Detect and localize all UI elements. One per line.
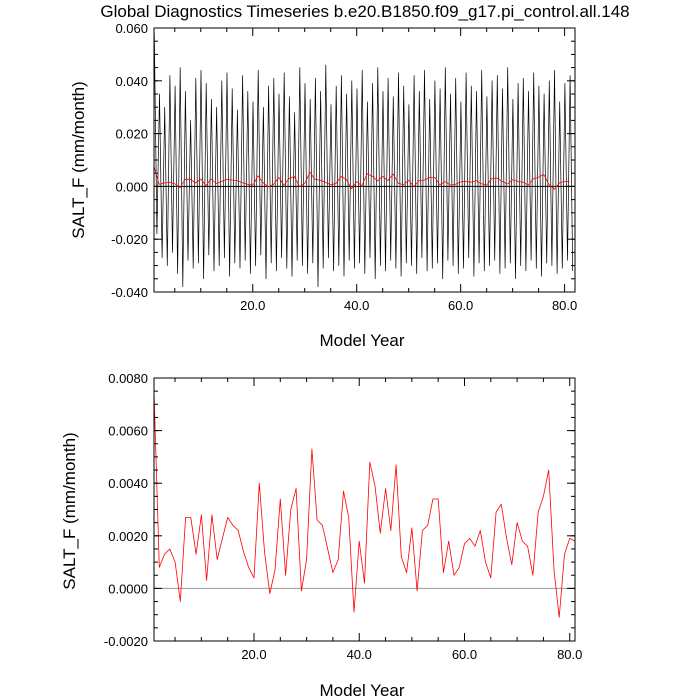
top-x-tick-label: 40.0 bbox=[344, 298, 369, 313]
bottom-y-tick-label: 0.0040 bbox=[108, 476, 148, 491]
bottom-panel: Model Year SALT_F (mm/month) 20.0 40.0 60.… bbox=[60, 371, 582, 700]
bottom-plot-frame bbox=[153, 377, 576, 642]
bottom-annual-series-line bbox=[153, 391, 576, 618]
top-y-tick-label: -0.020 bbox=[111, 232, 148, 247]
top-monthly-series-line bbox=[153, 33, 574, 288]
top-panel: Model Year SALT_F (mm/month) 20.0 40.0 60.… bbox=[69, 21, 577, 350]
bottom-y-tick-label: 0.0000 bbox=[108, 581, 148, 596]
top-y-axis-label: SALT_F (mm/month) bbox=[69, 81, 88, 238]
bottom-x-tick-label: 80.0 bbox=[557, 647, 582, 662]
bottom-y-tick-label: 0.0080 bbox=[108, 371, 148, 386]
top-x-tick-label: 80.0 bbox=[552, 298, 577, 313]
top-y-tick-label: 0.060 bbox=[115, 21, 148, 36]
bottom-x-tick-label: 60.0 bbox=[452, 647, 477, 662]
bottom-y-tick-label: 0.0060 bbox=[108, 424, 148, 439]
top-x-tick-label: 60.0 bbox=[448, 298, 473, 313]
figure-title: Global Diagnostics Timeseries b.e20.B185… bbox=[100, 2, 629, 21]
bottom-y-tick-label: -0.0020 bbox=[104, 634, 148, 649]
top-annual-series-line bbox=[153, 166, 570, 190]
top-y-tick-label: 0.040 bbox=[115, 74, 148, 89]
top-x-tick-label: 20.0 bbox=[240, 298, 265, 313]
top-y-tick-label: 0.000 bbox=[115, 179, 148, 194]
top-y-tick-label: 0.020 bbox=[115, 127, 148, 142]
bottom-x-tick-label: 40.0 bbox=[347, 647, 372, 662]
bottom-y-tick-label: 0.0020 bbox=[108, 529, 148, 544]
top-series-group bbox=[153, 33, 574, 288]
top-y-tick-label: -0.040 bbox=[111, 285, 148, 300]
bottom-x-tick-label: 20.0 bbox=[241, 647, 266, 662]
bottom-y-axis-label: SALT_F (mm/month) bbox=[60, 432, 79, 589]
bottom-x-axis-label: Model Year bbox=[319, 681, 404, 700]
bottom-series-group bbox=[153, 391, 576, 618]
top-x-axis-label: Model Year bbox=[319, 331, 404, 350]
